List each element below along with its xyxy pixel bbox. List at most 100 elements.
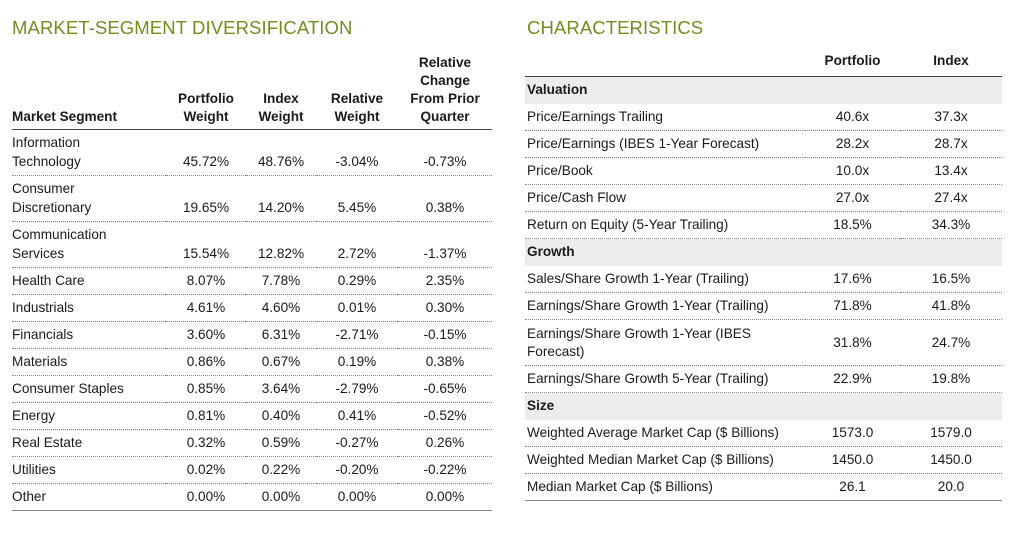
characteristic-portfolio-value: 1450.0 (831, 452, 874, 467)
segment-change-value: 0.30% (425, 299, 465, 315)
segment-index-value: 4.60% (261, 299, 301, 315)
header-relative-change: Relative Change From Prior Quarter (410, 55, 480, 124)
characteristic-portfolio-value: 18.5% (833, 217, 872, 232)
segment-portfolio-value: 3.60% (186, 326, 226, 342)
segment-change-value: -0.15% (423, 326, 467, 342)
characteristic-index-value: 16.5% (931, 270, 971, 286)
segment-index-value: 0.22% (261, 461, 301, 477)
segment-row: Industrials 4.61% 4.60% 0.01% 0.30% (12, 295, 492, 322)
segment-portfolio-value: 0.81% (186, 407, 226, 423)
characteristic-label: Earnings/Share Growth 1-Year (IBES Foreca… (527, 325, 751, 359)
segment-relative-value: -0.27% (335, 434, 379, 450)
header-portfolio: Portfolio (824, 53, 881, 68)
segment-index-value: 7.78% (261, 272, 301, 288)
characteristic-row: Earnings/Share Growth 1-Year (IBES Foreca… (525, 320, 1002, 366)
segment-name: Information Technology (12, 135, 81, 169)
characteristic-index-value: 24.7% (931, 334, 971, 350)
characteristic-label: Sales/Share Growth 1-Year (Trailing) (527, 270, 749, 286)
segment-index-value: 12.82% (257, 245, 305, 261)
segment-portfolio-value: 8.07% (186, 272, 226, 288)
segment-name: Consumer Staples (12, 380, 124, 396)
segment-relative-value: 0.00% (337, 488, 377, 504)
segment-header-row: Market Segment Portfolio Weight Index Weig… (12, 54, 492, 130)
header-market-segment: Market Segment (12, 109, 118, 124)
characteristic-index-value: 34.3% (931, 217, 971, 232)
segment-index-value: 0.67% (261, 353, 301, 369)
characteristic-index-value: 27.4x (934, 190, 968, 205)
segment-portfolio-value: 4.61% (186, 299, 226, 315)
segment-portfolio-value: 0.85% (186, 380, 226, 396)
segment-name: Real Estate (12, 434, 83, 450)
segment-portfolio-value: 0.02% (186, 461, 226, 477)
characteristic-index-value: 19.8% (931, 371, 971, 386)
segment-change-value: -0.65% (423, 380, 467, 396)
segment-portfolio-value: 15.54% (182, 245, 230, 261)
segment-name: Financials (12, 326, 74, 342)
header-index-weight: Index Weight (258, 91, 304, 124)
segment-index-value: 14.20% (257, 199, 305, 215)
characteristic-index-value: 37.3x (934, 108, 968, 124)
characteristic-index-value: 1450.0 (930, 452, 972, 467)
segment-relative-value: -0.20% (335, 461, 379, 477)
characteristic-index-value: 1579.0 (930, 424, 972, 440)
segment-name: Communication Services (12, 227, 107, 261)
characteristic-label: Price/Cash Flow (527, 190, 626, 205)
characteristic-label: Median Market Cap ($ Billions) (527, 479, 713, 494)
segment-change-value: 0.00% (425, 488, 465, 504)
segment-relative-value: 0.19% (337, 353, 377, 369)
segment-row: Consumer Discretionary 19.65% 14.20% 5.45% 0.… (12, 176, 492, 222)
group-label: Growth (527, 244, 575, 260)
group-header-row: Valuation (525, 76, 1002, 104)
header-portfolio-weight: Portfolio Weight (178, 91, 234, 124)
segment-row: Utilities 0.02% 0.22% -0.20% -0.22% (12, 457, 492, 484)
segment-row: Materials 0.86% 0.67% 0.19% 0.38% (12, 349, 492, 376)
group-label: Size (527, 398, 555, 414)
segment-index-value: 6.31% (261, 326, 301, 342)
characteristic-label: Price/Earnings Trailing (527, 108, 663, 124)
segment-row: Financials 3.60% 6.31% -2.71% -0.15% (12, 322, 492, 349)
characteristic-label: Return on Equity (5-Year Trailing) (527, 217, 729, 232)
segment-name: Materials (12, 353, 68, 369)
characteristic-portfolio-value: 71.8% (833, 298, 872, 313)
segment-row: Information Technology 45.72% 48.76% -3.04% -… (12, 130, 492, 176)
segment-relative-value: 0.29% (337, 272, 377, 288)
characteristic-portfolio-value: 17.6% (833, 270, 872, 286)
segment-portfolio-value: 0.32% (186, 434, 226, 450)
segment-portfolio-value: 45.72% (182, 153, 230, 169)
characteristic-portfolio-value: 28.2x (835, 136, 870, 151)
characteristic-index-value: 28.7x (934, 136, 968, 151)
segment-index-value: 0.40% (261, 407, 301, 423)
characteristic-label: Weighted Average Market Cap ($ Billions) (527, 424, 779, 440)
segment-change-value: 0.26% (425, 434, 465, 450)
characteristic-row: Price/Earnings Trailing 40.6x 37.3x (525, 104, 1002, 131)
segment-change-value: -0.22% (423, 461, 467, 477)
segment-row: Real Estate 0.32% 0.59% -0.27% 0.26% (12, 430, 492, 457)
segment-change-value: -0.73% (423, 153, 467, 169)
segment-relative-value: 5.45% (337, 199, 377, 215)
characteristic-row: Median Market Cap ($ Billions) 26.1 20.0 (525, 474, 1002, 501)
characteristic-portfolio-value: 10.0x (835, 163, 870, 178)
segment-row: Communication Services 15.54% 12.82% 2.72% -1… (12, 222, 492, 268)
characteristic-row: Earnings/Share Growth 5-Year (Trailing) 2… (525, 366, 1002, 393)
segment-relative-value: -2.79% (335, 380, 379, 396)
segment-name: Consumer Discretionary (12, 181, 92, 215)
characteristic-portfolio-value: 40.6x (835, 108, 870, 124)
characteristic-portfolio-value: 31.8% (833, 334, 872, 350)
characteristic-label: Price/Earnings (IBES 1-Year Forecast) (527, 136, 760, 151)
characteristic-label: Earnings/Share Growth 5-Year (Trailing) (527, 371, 769, 386)
group-header-row: Size (525, 392, 1002, 420)
segment-name: Utilities (12, 461, 56, 477)
group-label: Valuation (527, 82, 588, 98)
segment-name: Other (12, 488, 46, 504)
characteristic-portfolio-value: 27.0x (835, 190, 870, 205)
characteristics-table: Portfolio Index Valuation Price/Earnings … (525, 50, 1002, 501)
segment-row: Consumer Staples 0.85% 3.64% -2.79% -0.65% (12, 376, 492, 403)
characteristic-label: Price/Book (527, 163, 593, 178)
characteristic-label: Earnings/Share Growth 1-Year (Trailing) (527, 298, 769, 313)
segment-portfolio-value: 0.00% (186, 488, 226, 504)
segment-relative-value: 0.01% (337, 299, 377, 315)
segment-change-value: -1.37% (423, 245, 467, 261)
characteristic-row: Return on Equity (5-Year Trailing) 18.5% 3… (525, 212, 1002, 239)
segment-name: Energy (12, 407, 56, 423)
characteristics-section-title: CHARACTERISTICS (527, 17, 704, 38)
